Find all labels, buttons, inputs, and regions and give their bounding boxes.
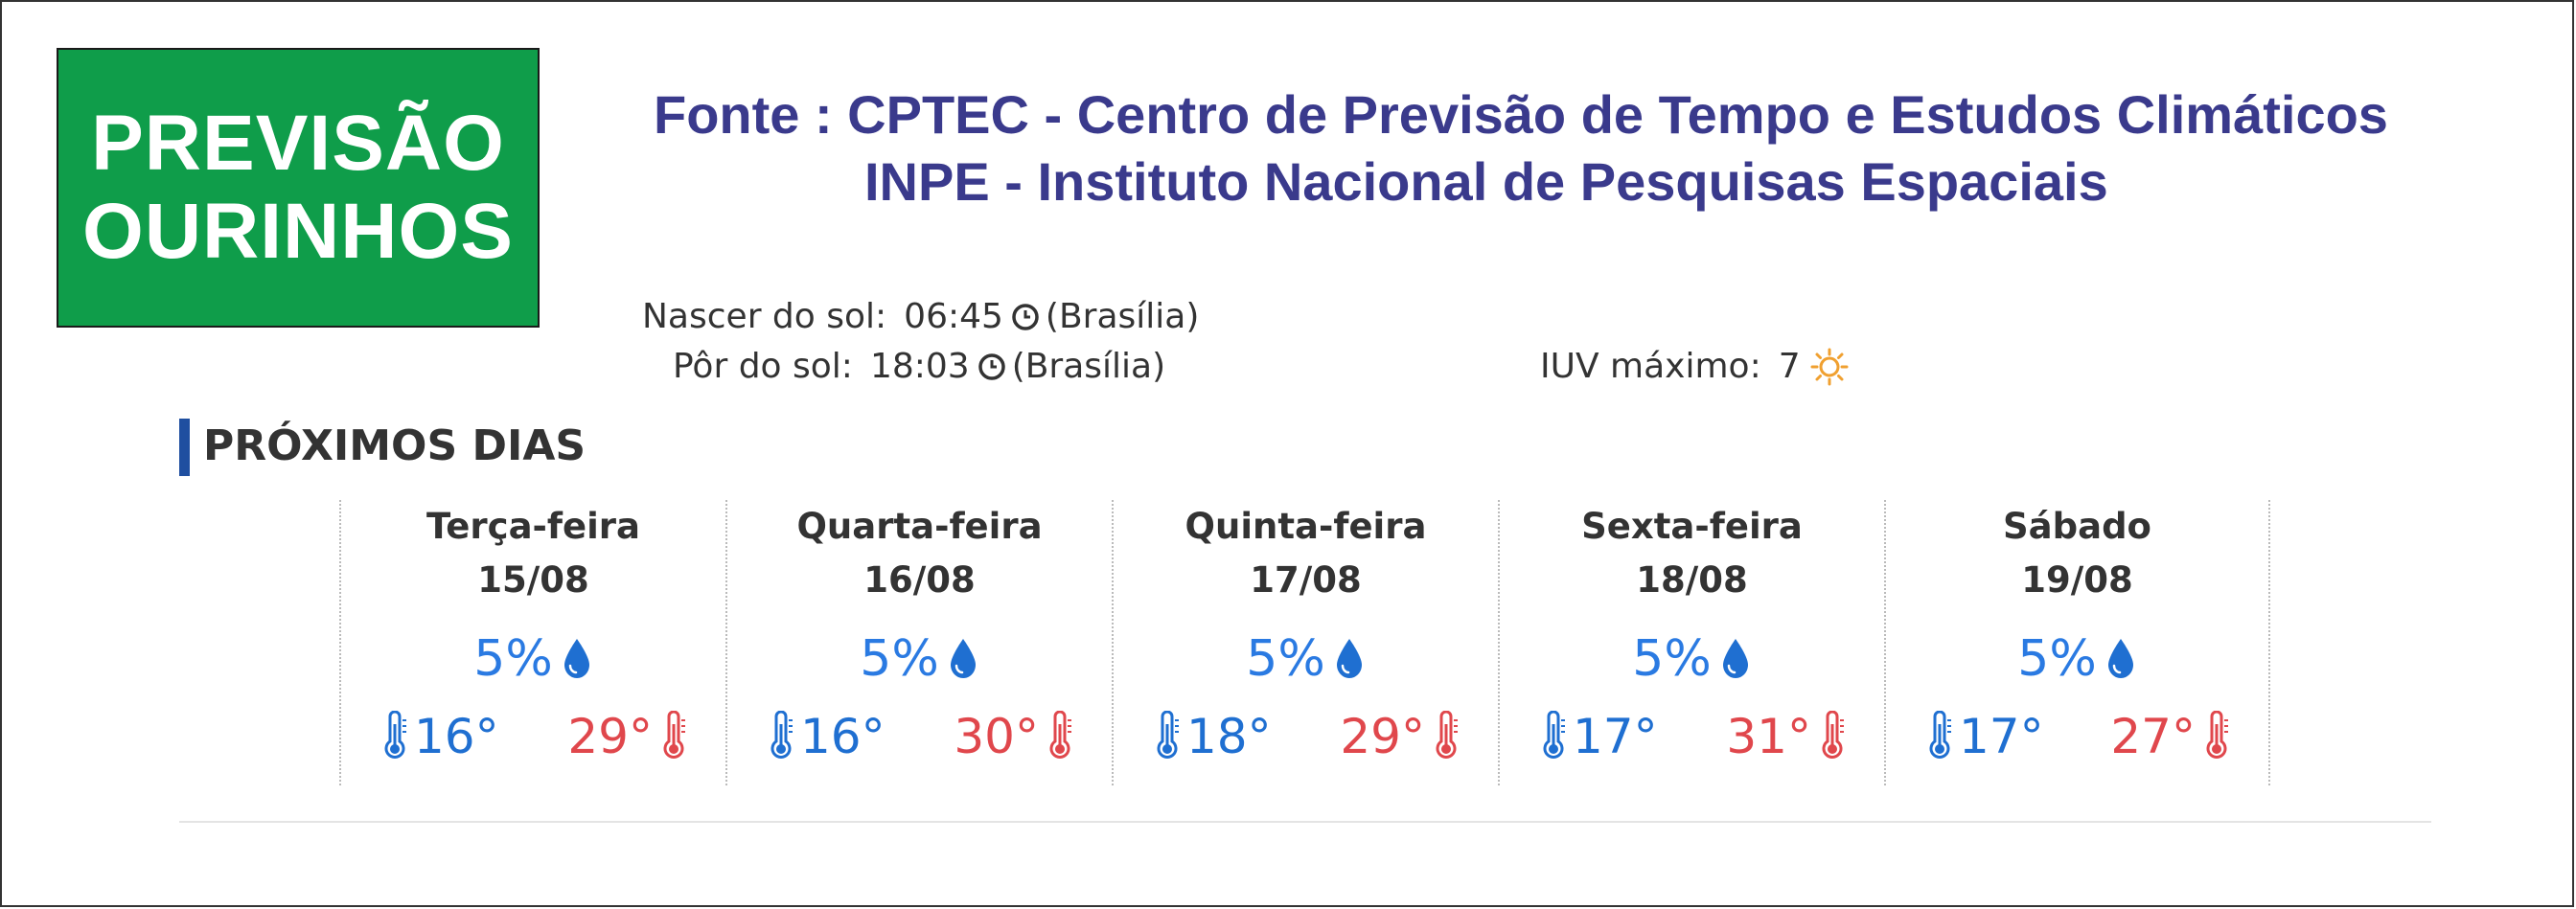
temp-max-value: 29° (1340, 709, 1425, 764)
sunset-timezone: (Brasília) (1011, 347, 1166, 386)
rain-chance: 5% (341, 630, 725, 688)
day-date: 19/08 (2021, 559, 2133, 601)
forecast-day-card: Sábado 19/08 5% 17° 27° (1884, 500, 2270, 785)
sun-icon (1810, 348, 1849, 385)
thermometer-hot-icon (1049, 711, 1071, 759)
thermometer-hot-icon (1822, 711, 1844, 759)
temp-max: 31° (1726, 709, 1846, 764)
sunrise-label: Nascer do sol: (642, 297, 887, 336)
thermometer-hot-icon (663, 711, 685, 759)
badge-line2: OURINHOS (82, 188, 514, 275)
forecast-day-card: Sexta-feira 18/08 5% 17° 31° (1498, 500, 1884, 785)
day-date: 18/08 (1636, 559, 1748, 601)
temp-max: 27° (2110, 709, 2230, 764)
rain-chance: 5% (1886, 630, 2268, 688)
rain-value: 5% (860, 630, 939, 688)
day-name: Sexta-feira (1581, 506, 1803, 547)
day-date: 17/08 (1250, 559, 1362, 601)
temp-max-value: 29° (567, 709, 653, 764)
day-name: Quinta-feira (1184, 506, 1427, 547)
source-line2: INPE - Instituto Nacional de Pesquisas E… (864, 151, 2108, 212)
section-accent-bar (179, 419, 190, 476)
rain-value: 5% (1632, 630, 1712, 688)
temp-min-value: 16° (800, 709, 886, 764)
temp-min: 16° (381, 709, 499, 764)
day-date: 15/08 (477, 559, 589, 601)
uv-row: IUV máximo: 7 (1540, 347, 1849, 386)
thermometer-hot-icon (2206, 711, 2228, 759)
raindrop-icon (950, 639, 976, 678)
temp-max-value: 27° (2110, 709, 2196, 764)
sunset-label: Pôr do sol: (673, 347, 853, 386)
section-title: PRÓXIMOS DIAS (203, 421, 586, 470)
thermometer-hot-icon (1436, 711, 1458, 759)
temp-max: 29° (567, 709, 687, 764)
badge-line1: PREVISÃO (91, 100, 505, 187)
thermometer-cold-icon (1157, 711, 1179, 759)
city-badge: PREVISÃO OURINHOS (57, 48, 540, 328)
rain-value: 5% (473, 630, 553, 688)
thermometer-cold-icon (1929, 711, 1951, 759)
forecast-day-card: Quinta-feira 17/08 5% 18° 29° (1112, 500, 1498, 785)
temp-min: 17° (1926, 709, 2044, 764)
rain-value: 5% (2017, 630, 2097, 688)
temp-min: 17° (1540, 709, 1658, 764)
temp-max-value: 31° (1726, 709, 1811, 764)
temp-min: 16° (768, 709, 886, 764)
day-name: Sábado (2003, 506, 2151, 547)
temp-max: 30° (954, 709, 1073, 764)
thermometer-cold-icon (770, 711, 793, 759)
raindrop-icon (564, 639, 589, 678)
source-line1: Fonte : CPTEC - Centro de Previsão de Te… (654, 84, 2388, 145)
forecast-day-card: Terça-feira 15/08 5% 16° 29° (339, 500, 725, 785)
rain-value: 5% (1246, 630, 1325, 688)
sunset-row: Pôr do sol: 18:03 (Brasília) (673, 347, 1165, 386)
clock-icon (1012, 303, 1039, 330)
day-name: Quarta-feira (796, 506, 1043, 547)
uv-value: 7 (1778, 347, 1801, 386)
temp-min-value: 18° (1186, 709, 1272, 764)
raindrop-icon (1336, 639, 1362, 678)
day-name: Terça-feira (426, 506, 640, 547)
rain-chance: 5% (727, 630, 1112, 688)
temp-max: 29° (1340, 709, 1460, 764)
temp-min-value: 17° (1959, 709, 2044, 764)
sunrise-time: 06:45 (904, 297, 1003, 336)
forecast-day-card: Quarta-feira 16/08 5% 16° 30° (725, 500, 1112, 785)
raindrop-icon (2107, 639, 2133, 678)
temp-min: 18° (1154, 709, 1272, 764)
sunrise-timezone: (Brasília) (1045, 297, 1200, 336)
day-date: 16/08 (863, 559, 976, 601)
temp-max-value: 30° (954, 709, 1039, 764)
temp-min-value: 17° (1573, 709, 1658, 764)
thermometer-cold-icon (1543, 711, 1565, 759)
uv-label: IUV máximo: (1540, 347, 1761, 386)
temp-min-value: 16° (414, 709, 499, 764)
clock-icon (978, 352, 1005, 380)
rain-chance: 5% (1500, 630, 1884, 688)
sunrise-row: Nascer do sol: 06:45 (Brasília) (642, 297, 1199, 336)
rain-chance: 5% (1114, 630, 1498, 688)
sunset-time: 18:03 (869, 347, 970, 386)
thermometer-cold-icon (384, 711, 406, 759)
raindrop-icon (1722, 639, 1748, 678)
bottom-divider (179, 821, 2431, 823)
